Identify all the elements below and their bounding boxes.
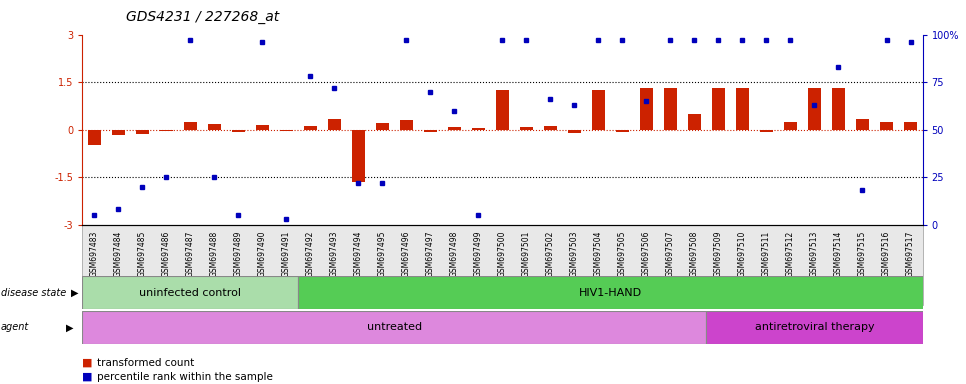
Bar [712,88,725,130]
Bar [520,127,533,130]
Bar [688,114,701,130]
Bar [303,126,317,130]
Bar [783,122,797,130]
Bar [184,122,197,130]
Bar [904,122,917,130]
Bar [232,130,244,132]
Bar [496,90,509,130]
Bar [615,130,629,132]
Bar [376,122,389,130]
Bar [664,88,677,130]
Bar [639,88,653,130]
Text: GDS4231 / 227268_at: GDS4231 / 227268_at [126,10,279,23]
Text: disease state: disease state [1,288,67,298]
Bar [568,130,581,133]
Bar [880,122,894,130]
Text: percentile rank within the sample: percentile rank within the sample [97,372,272,382]
Text: antiretroviral therapy: antiretroviral therapy [754,322,874,333]
Bar [447,127,461,130]
Text: ▶: ▶ [71,288,78,298]
Text: untreated: untreated [367,322,422,333]
Text: uninfected control: uninfected control [139,288,242,298]
Bar [82,311,706,344]
Bar [135,130,149,134]
Bar [159,130,173,131]
Bar [279,130,293,131]
Bar [736,88,749,130]
Bar [208,124,221,130]
Bar [832,88,845,130]
Bar [592,90,605,130]
Bar [471,128,485,130]
Text: HIV1-HAND: HIV1-HAND [579,288,642,298]
Bar [82,276,298,309]
Text: ■: ■ [82,372,93,382]
Bar [327,119,341,130]
Bar [352,130,365,182]
Text: ▶: ▶ [66,322,73,333]
Text: transformed count: transformed count [97,358,194,368]
Bar [808,88,821,130]
Bar [298,276,923,309]
Bar [111,130,125,135]
Bar [256,125,269,130]
Bar [706,311,923,344]
Bar [544,126,557,130]
Bar [88,130,100,146]
Bar [856,119,869,130]
Bar [424,130,437,132]
Bar [760,130,773,132]
Text: agent: agent [1,322,29,333]
Bar [400,120,412,130]
Text: ■: ■ [82,358,93,368]
